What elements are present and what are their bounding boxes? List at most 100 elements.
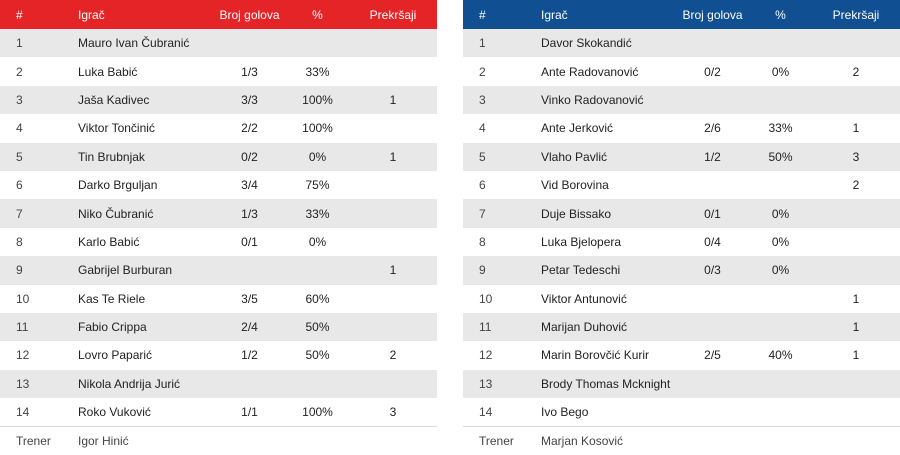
goals-cell: 2/2 — [241, 121, 258, 136]
player-name: Brody Thomas Mcknight — [541, 376, 671, 391]
goals-cell: 0/3 — [704, 263, 721, 278]
goals-cell — [676, 313, 749, 341]
goals-cell — [213, 29, 286, 57]
fouls-cell — [812, 29, 900, 57]
player-number: 2 — [16, 64, 23, 79]
goals-cell: 3/4 — [241, 178, 258, 193]
player-name: Karlo Babić — [78, 234, 140, 249]
fouls-cell: 3 — [389, 405, 397, 420]
player-number: 4 — [479, 121, 486, 136]
player-name: Luka Bjelopera — [541, 234, 622, 249]
player-name: Tin Brubnjak — [78, 149, 145, 164]
player-name: Marin Borovčić Kurir — [541, 348, 650, 363]
table-row: 5 Tin Brubnjak 0/2 0% 1 — [0, 142, 437, 171]
goals-cell: 2/4 — [241, 320, 258, 335]
table-row: 4 Ante Jerković 2/6 33% 1 — [463, 114, 900, 143]
fouls-cell: 3 — [852, 149, 860, 164]
goals-cell: 3/5 — [241, 291, 258, 306]
fouls-cell — [349, 29, 437, 57]
fouls-cell: 1 — [852, 348, 860, 363]
coach-label: Trener — [0, 426, 78, 455]
goals-cell — [676, 285, 749, 313]
player-number: 1 — [479, 36, 486, 51]
table-header: # Igrač Broj golova % Prekršaji — [0, 0, 437, 29]
player-number: 12 — [479, 348, 493, 363]
table-header: # Igrač Broj golova % Prekršaji — [463, 0, 900, 29]
player-number: 13 — [16, 376, 30, 391]
table-row: 8 Karlo Babić 0/1 0% — [0, 227, 437, 257]
coach-label: Trener — [463, 426, 541, 455]
table-row: 14 Roko Vuković 1/1 100% 3 — [0, 398, 437, 427]
player-name: Vinko Radovanović — [541, 92, 644, 107]
header-player: Igrač — [78, 7, 105, 22]
coach-name: Igor Hinić — [78, 426, 437, 455]
fouls-cell — [349, 228, 437, 256]
percent-cell: 0% — [771, 263, 790, 278]
percent-cell: 33% — [305, 64, 330, 79]
goals-cell: 0/2 — [704, 64, 721, 79]
percent-cell: 40% — [768, 348, 793, 363]
goals-cell: 0/1 — [241, 234, 258, 249]
percent-cell — [749, 370, 812, 398]
player-name: Duje Bissako — [541, 206, 612, 221]
player-name: Kas Te Riele — [78, 291, 146, 306]
player-number: 5 — [16, 149, 23, 164]
goals-cell: 1/2 — [241, 348, 258, 363]
table-row: 11 Fabio Crippa 2/4 50% — [0, 312, 437, 342]
player-number: 7 — [16, 206, 23, 221]
table-row: 5 Vlaho Pavlić 1/2 50% 3 — [463, 142, 900, 171]
player-name: Nikola Andrija Jurić — [78, 376, 181, 391]
table-row: 2 Luka Babić 1/3 33% — [0, 57, 437, 86]
percent-cell: 0% — [771, 64, 790, 79]
player-number: 9 — [16, 263, 23, 278]
fouls-cell: 1 — [852, 320, 860, 335]
table-row: 9 Gabrijel Burburan 1 — [0, 256, 437, 285]
goals-cell — [213, 256, 286, 284]
percent-cell — [749, 29, 812, 57]
percent-cell — [286, 29, 349, 57]
player-number: 2 — [479, 64, 486, 79]
fouls-cell: 2 — [852, 178, 860, 193]
fouls-cell: 2 — [852, 64, 860, 79]
goals-cell — [213, 370, 286, 398]
table-row: 7 Niko Čubranić 1/3 33% — [0, 199, 437, 228]
fouls-cell: 1 — [389, 263, 397, 278]
player-name: Fabio Crippa — [78, 320, 147, 335]
home-roster: 1 Mauro Ivan Čubranić 2 Luka Babić 1/3 33% 3 Ja… — [0, 29, 437, 427]
header-number: # — [479, 7, 486, 22]
player-name: Viktor Antunović — [541, 291, 627, 306]
percent-cell: 0% — [308, 149, 327, 164]
fouls-cell — [812, 86, 900, 114]
player-number: 3 — [16, 92, 23, 107]
percent-cell: 33% — [305, 206, 330, 221]
percent-cell: 100% — [302, 405, 333, 420]
player-number: 12 — [16, 348, 30, 363]
goals-cell: 3/3 — [241, 92, 258, 107]
player-name: Ante Radovanović — [541, 64, 639, 79]
percent-cell — [286, 256, 349, 284]
fouls-cell — [349, 199, 437, 227]
player-number: 10 — [479, 291, 493, 306]
goals-cell — [676, 29, 749, 57]
percent-cell: 100% — [302, 121, 333, 136]
player-name: Niko Čubranić — [78, 206, 154, 221]
player-name: Lovro Paparić — [78, 348, 153, 363]
player-number: 11 — [16, 320, 29, 335]
percent-cell: 60% — [305, 291, 330, 306]
table-row: 7 Duje Bissako 0/1 0% — [463, 199, 900, 228]
goals-cell: 2/6 — [704, 121, 721, 136]
player-name: Viktor Tončinić — [78, 121, 155, 136]
fouls-cell — [349, 114, 437, 142]
player-number: 10 — [16, 291, 30, 306]
percent-cell: 50% — [305, 320, 330, 335]
table-row: 3 Vinko Radovanović — [463, 85, 900, 115]
table-row: 3 Jaša Kadivec 3/3 100% 1 — [0, 85, 437, 115]
player-name: Davor Skokandić — [541, 36, 632, 51]
header-fouls: Prekršaji — [832, 7, 880, 22]
player-number: 3 — [479, 92, 486, 107]
table-row: 2 Ante Radovanović 0/2 0% 2 — [463, 57, 900, 86]
player-name: Ante Jerković — [541, 121, 614, 136]
header-goals: Broj golova — [682, 7, 743, 22]
percent-cell: 0% — [308, 234, 327, 249]
player-number: 5 — [479, 149, 486, 164]
